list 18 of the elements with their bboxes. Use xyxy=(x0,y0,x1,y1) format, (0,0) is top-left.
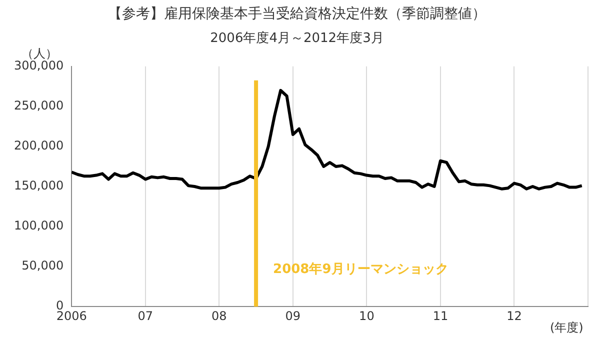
y-axis-title: （人） xyxy=(22,46,58,61)
x-tick-label: 12 xyxy=(506,308,522,323)
y-tick-label: 50,000 xyxy=(22,258,64,273)
y-tick-label: 200,000 xyxy=(14,138,64,153)
y-tick-label: 300,000 xyxy=(14,58,64,73)
chart-subtitle: 2006年度4月～2012年度3月 xyxy=(210,30,384,46)
x-tick-label: 2006 xyxy=(56,308,87,323)
x-tick-label: 07 xyxy=(138,308,154,323)
ref-line-label: 2008年9月リーマンショック xyxy=(273,262,448,277)
x-tick-label: 08 xyxy=(212,308,227,323)
y-tick-label: 250,000 xyxy=(14,98,64,113)
x-tick-label: 10 xyxy=(359,308,374,323)
x-axis-title: (年度) xyxy=(550,320,584,335)
chart-title: 【参考】雇用保険基本手当受給資格決定件数（季節調整値） xyxy=(108,6,486,22)
x-tick-label: 09 xyxy=(285,308,301,323)
x-tick-label: 11 xyxy=(432,308,448,323)
y-tick-label: 100,000 xyxy=(14,218,64,233)
y-tick-label: 150,000 xyxy=(14,178,64,193)
